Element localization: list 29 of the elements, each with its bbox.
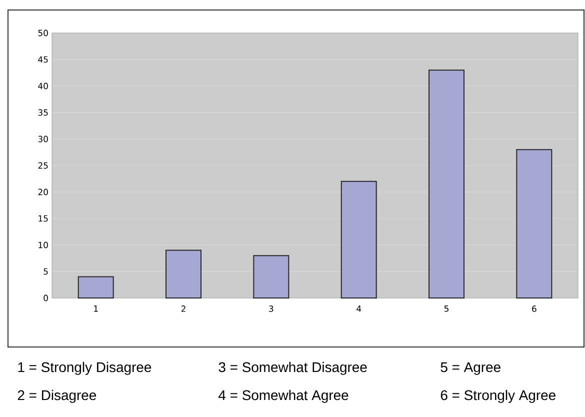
x-tick-label: 2	[181, 306, 186, 312]
text: 3 = Somewhat Disagree	[218, 362, 367, 375]
bar	[340, 180, 377, 298]
y-tick-label: 40	[38, 82, 48, 90]
bar	[78, 276, 114, 298]
text: 1 = Strongly Disagree	[18, 362, 152, 375]
x-tick-label: 1	[94, 306, 98, 312]
text: 4 = Somewhat Agree	[218, 390, 348, 403]
text: 6 = Strongly Agree	[440, 390, 556, 403]
y-tick-label: 50	[38, 30, 48, 36]
text: 2 = Disagree	[18, 390, 96, 403]
bar	[166, 250, 202, 298]
x-tick-label: 4	[356, 306, 362, 312]
x-tick-label: 6	[532, 306, 536, 312]
y-tick-label: 20	[38, 188, 48, 196]
bar	[428, 70, 465, 298]
bar	[253, 255, 290, 298]
x-tick-label: 3	[269, 306, 274, 312]
y-tick-label: 35	[38, 109, 48, 116]
y-tick-label: 15	[38, 215, 48, 222]
y-tick-label: 30	[38, 136, 48, 142]
text: 5 = Agree	[440, 362, 500, 375]
bar	[516, 149, 552, 298]
y-tick-label: 5	[44, 268, 48, 275]
y-tick-label: 0	[44, 294, 48, 302]
y-tick-label: 25	[38, 162, 48, 169]
x-tick-label: 5	[444, 306, 448, 312]
y-tick-label: 10	[38, 242, 48, 248]
y-tick-label: 45	[38, 56, 48, 63]
